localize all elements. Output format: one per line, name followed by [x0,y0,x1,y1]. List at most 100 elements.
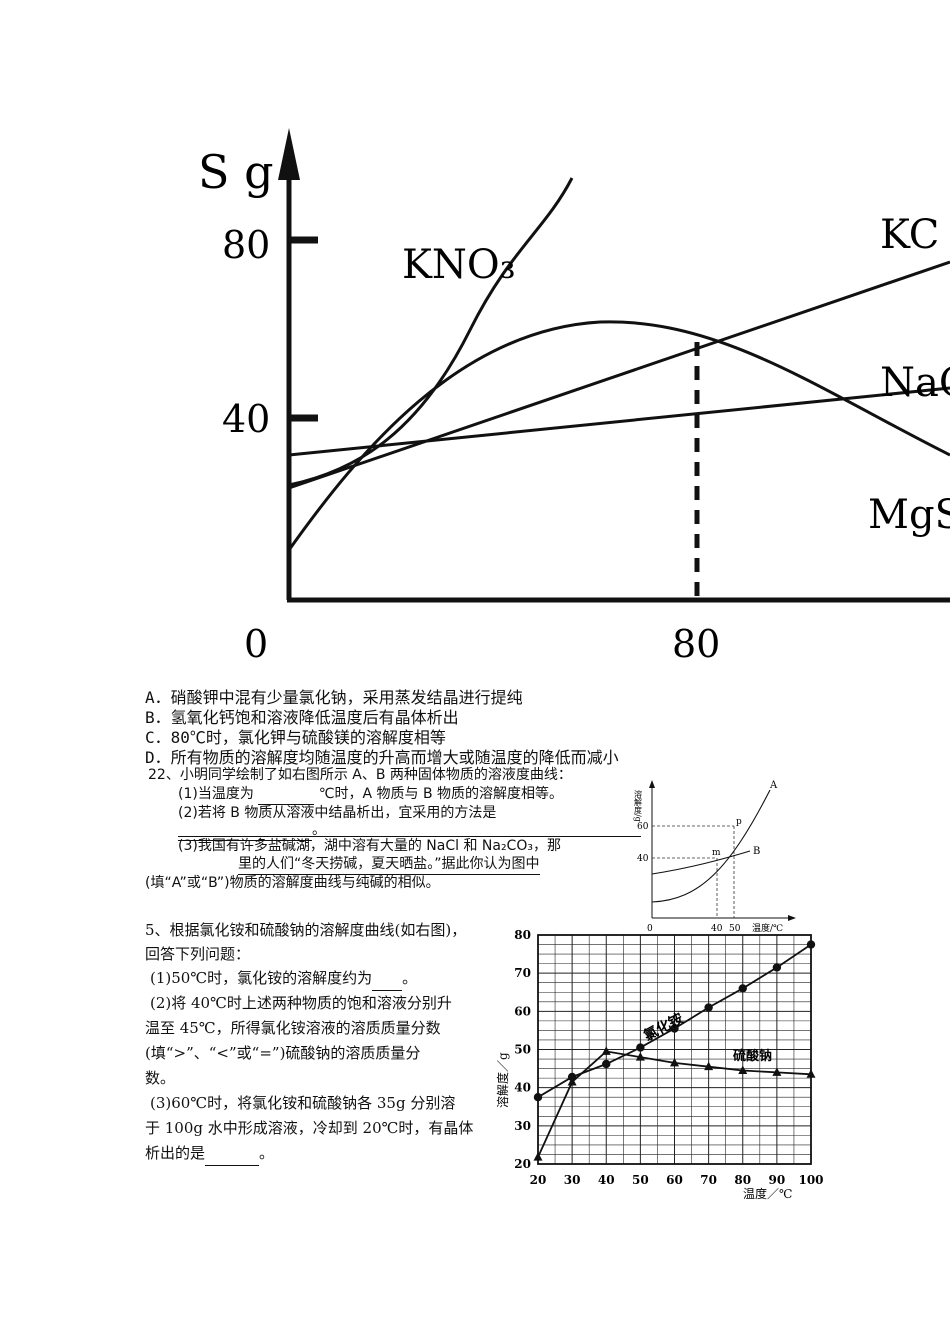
fig1-x-tick-80: 80 [672,622,720,666]
q22-part2-blank[interactable] [178,821,312,841]
q5-part3-text: 析出的是 [145,1144,206,1162]
fig1-label-nacl: NaC [880,360,950,406]
fig1-y-tick-40: 40 [222,397,270,441]
q5-line1: 5、根据氯化铵和硫酸钠的溶解度曲线(如右图)， [145,921,467,939]
option-c: C．80℃时，氯化钾与硫酸镁的溶解度相等 [145,728,446,747]
y-tick-label: 60 [514,1004,531,1018]
q5-part1: (1)50℃时，氯化铵的溶解度约为 。 [150,966,417,991]
q5-part3-l2: 于 100g 水中形成溶液，冷却到 20℃时，有晶体 [145,1119,474,1137]
q5-part1-end: 。 [402,969,418,987]
q22-part2: (2)若将 B 物质从溶液中结晶析出，宜采用的方法是 [178,805,497,821]
data-point-nh4cl [636,1043,645,1052]
chart-ticks: 20 30 40 50 60 70 80 90 100 20 30 40 50 60 70 80 [514,928,823,1187]
data-point-na2so4 [635,1052,645,1061]
q5-line2: 回答下列问题： [145,945,251,963]
data-point-nh4cl [533,1093,543,1102]
fig1-y-axis-label: S g [198,145,274,199]
data-point-na2so4 [670,1057,679,1067]
q22-part2-end: 。 [312,822,326,838]
data-point-na2so4 [738,1065,748,1074]
data-point-nh4cl [670,1024,679,1033]
ab-y-tick-60: 60 [637,822,649,832]
data-point-na2so4 [772,1067,782,1076]
data-point-nh4cl [772,963,782,972]
solubility-figure-large: S g 80 40 0 80 KNO₃ KC NaC MgS [198,128,950,666]
ab-x-tick-50: 50 [729,924,741,934]
q22-part3-line3: (填“A”或“B”)物质的溶解度曲线与纯碱的相似。 [145,875,440,891]
ab-x-tick-0: 0 [647,924,653,934]
q22-part2-answer: 。 [178,821,326,841]
option-a: A．硝酸钾中混有少量氯化钠，采用蒸发结晶进行提纯 [145,688,523,707]
chart-y-label: 溶解度／g [495,1052,510,1108]
q5-part2-l2: 温至 45℃，所得氯化铵溶液的溶质质量分数 [145,1019,441,1037]
chart-frame [537,934,812,1165]
q22-stem: 22、小明同学绘制了如右图所示 A、B 两种固体物质的溶液度曲线： [148,767,572,783]
x-tick-label: 80 [734,1173,751,1187]
q22-part3-text: (3)我国有许多盐碱湖，湖中溶有大量的 NaCl 和 Na₂CO₃，那 [178,838,561,854]
data-point-na2so4 [601,1046,611,1055]
ab-curve-b [651,850,751,875]
chart-axes [537,934,812,1165]
q5-part3-end: 。 [259,1144,275,1162]
ab-label-p: p [736,817,742,827]
fig1-x-tick-0: 0 [244,622,268,666]
data-point-nh4cl [704,1003,713,1012]
y-tick-label: 80 [514,928,531,942]
fig1-curve-kcl [288,260,950,490]
x-tick-label: 60 [666,1173,683,1187]
data-point-na2so4 [567,1076,577,1086]
fig1-y-tick-80: 80 [222,223,270,267]
x-tick-label: 40 [598,1173,615,1187]
ab-x-label: 温度/℃ [752,922,783,934]
q5-part1-blank[interactable] [372,966,403,991]
data-point-na2so4 [704,1061,714,1071]
ab-label-m: m [712,848,721,858]
q5-part3-blank[interactable] [205,1141,260,1166]
y-tick-label: 50 [514,1043,531,1057]
fig1-curve-nacl [288,386,950,457]
data-point-nh4cl [602,1059,611,1069]
q22-part1-blank[interactable] [258,785,315,805]
fig1-label-kno3: KNO₃ [402,242,516,288]
ab-label-b: B [753,846,760,857]
ab-label-a: A [769,780,778,791]
x-tick-label: 100 [798,1173,823,1187]
data-point-na2so4 [533,1152,543,1161]
x-tick-label: 20 [530,1173,547,1187]
ab-solubility-figure: 溶解度/g 60 40 0 40 50 温度/℃ A B p m [634,780,796,934]
q5-part3-l1: (3)60℃时，将氯化铵和硫酸钠各 35g 分别溶 [150,1094,456,1112]
fig1-label-kcl: KC [880,212,939,258]
data-point-nh4cl [806,940,816,949]
data-point-nh4cl [738,984,747,993]
fig1-curve-kno3 [288,177,574,487]
fig1-label-mgso4: MgS [868,492,950,538]
chart-x-label: 温度／℃ [743,1186,792,1201]
ab-curve-a [651,789,771,903]
q22-part3: (3)我国有许多盐碱湖，湖中溶有大量的 NaCl 和 Na₂CO₃，那 [178,836,641,856]
q5-part2-l3: (填“>”、“<”或“=”)硫酸钠的溶质质量分 [145,1044,421,1062]
ab-y-tick-40: 40 [637,854,649,864]
ab-x-tick-40: 40 [711,924,723,934]
chart-series-label-na2so4: 硫酸钠 [733,1048,772,1064]
q22-part3-line2: 里的人们“冬天捞碱，夏天晒盐。”据此你认为图中 [238,855,540,875]
q22-part1: (1)当温度为 ℃时，A 物质与 B 物质的溶解度相等。 [178,785,563,805]
x-tick-label: 90 [769,1173,786,1187]
ab-y-label: 溶解度/g [634,789,643,822]
option-b: B．氢氧化钙饱和溶液降低温度后有晶体析出 [145,708,459,727]
chart-series [533,940,816,1161]
option-d: D．所有物质的溶解度均随温度的升高而增大或随温度的降低而减小 [145,748,619,767]
y-tick-label: 30 [514,1119,531,1133]
q22-part1-suffix: ℃时，A 物质与 B 物质的溶解度相等。 [318,786,564,802]
y-tick-label: 20 [514,1157,531,1171]
fig1-curve-mgso4 [287,320,950,551]
y-tick-label: 40 [514,1081,531,1095]
data-point-na2so4 [806,1069,816,1078]
chart-series-label-nh4cl: 氯化铵 [641,1010,686,1045]
q5-part3-l3: 析出的是 。 [145,1141,274,1166]
q5-part2-l4: 数。 [145,1069,176,1087]
q22-part1-prefix: (1)当温度为 [178,786,254,802]
x-tick-label: 50 [632,1173,649,1187]
q5-part2-l1: (2)将 40℃时上述两种物质的饱和溶液分别升 [150,994,452,1012]
fig1-y-arrow [278,128,300,180]
